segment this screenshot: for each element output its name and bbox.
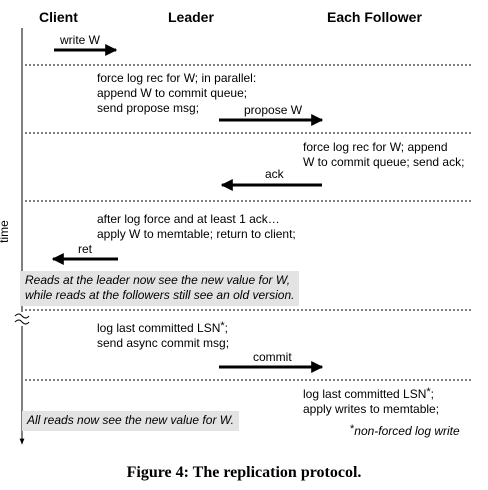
ret-label: ret bbox=[78, 242, 93, 256]
follower-step-1-line-1: force log rec for W; append bbox=[303, 140, 448, 154]
follower-step-2-text: log last committed LSN bbox=[303, 387, 427, 401]
note-all-reads: All reads now see the new value for W. bbox=[22, 411, 239, 431]
header-client: Client bbox=[39, 9, 78, 25]
time-axis-break-icon bbox=[14, 313, 30, 325]
write-w-label: write W bbox=[60, 33, 100, 47]
leader-step-3-line-1: log last committed LSN*; bbox=[97, 321, 228, 336]
ack-label: ack bbox=[265, 167, 284, 181]
propose-label: propose W bbox=[244, 103, 303, 117]
leader-step-1-line-3: send propose msg; bbox=[97, 101, 200, 115]
leader-step-3-line-2: send async commit msg; bbox=[97, 336, 230, 350]
leader-step-2-line-1: after log force and at least 1 ack… bbox=[97, 212, 280, 226]
footnote-text: non-forced log write bbox=[354, 424, 460, 438]
leader-step-1-line-2: append W to commit queue; bbox=[97, 86, 248, 100]
note-1-line-2: while reads at the followers still see a… bbox=[25, 288, 295, 302]
footnote-star: * bbox=[350, 423, 355, 435]
leader-step-3-text: log last committed LSN bbox=[97, 321, 221, 335]
note-reads-at-leader: Reads at the leader now see the new valu… bbox=[20, 271, 300, 306]
follower-step-2-line-2: apply writes to memtable; bbox=[303, 402, 440, 416]
leader-step-2-line-2: apply W to memtable; return to client; bbox=[97, 227, 296, 241]
follower-step-2-star: * bbox=[426, 386, 431, 398]
commit-label: commit bbox=[253, 350, 292, 364]
follower-step-1-line-2: W to commit queue; send ack; bbox=[303, 155, 465, 169]
leader-step-1-line-1: force log rec for W; in parallel: bbox=[97, 71, 257, 85]
header-leader: Leader bbox=[168, 9, 214, 25]
leader-step-3-semicolon: ; bbox=[224, 321, 229, 335]
time-axis-label: time bbox=[0, 220, 11, 243]
header-each-follower: Each Follower bbox=[327, 9, 422, 25]
note-1-line-1: Reads at the leader now see the new valu… bbox=[25, 273, 291, 287]
figure-caption: Figure 4: The replication protocol. bbox=[126, 464, 362, 481]
footnote: *non-forced log write bbox=[350, 424, 460, 439]
follower-step-2-semicolon: ; bbox=[430, 387, 435, 401]
leader-step-3-star: * bbox=[220, 320, 225, 332]
follower-step-2-line-1: log last committed LSN*; bbox=[303, 387, 434, 402]
